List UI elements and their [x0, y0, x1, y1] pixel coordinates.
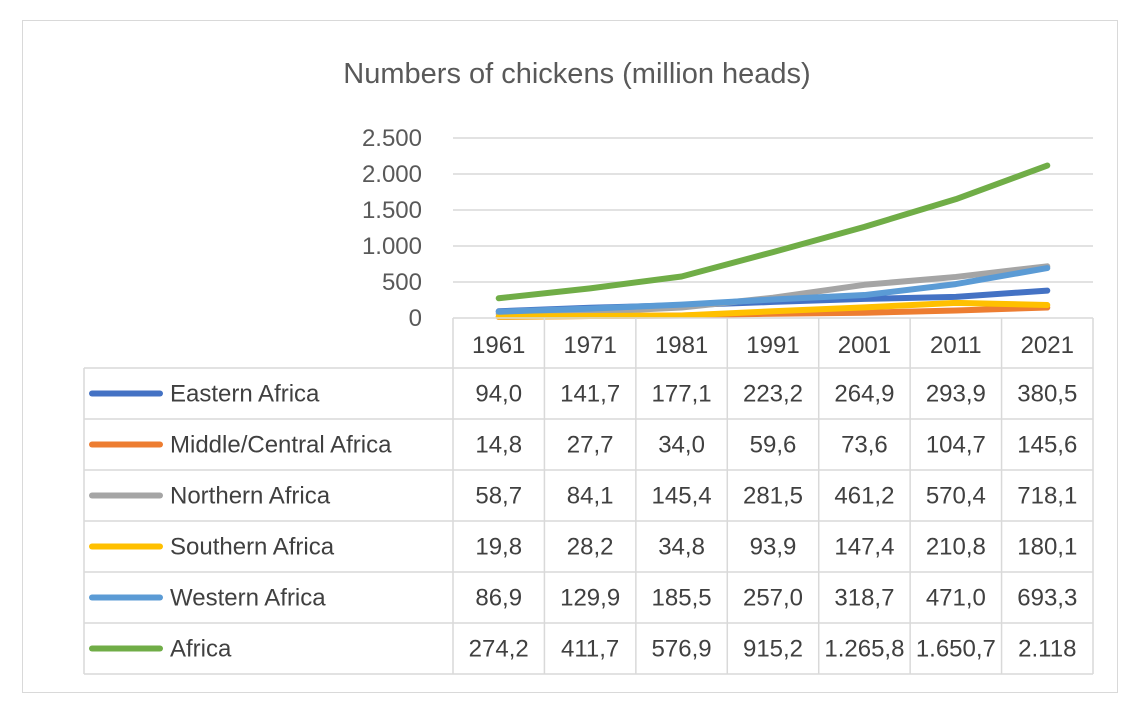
- data-label: 180,1: [1017, 534, 1077, 561]
- data-label: 718,1: [1017, 483, 1077, 510]
- data-label: 281,5: [743, 483, 803, 510]
- y-tick-label: 1.000: [362, 233, 422, 260]
- x-tick-label: 2021: [1021, 332, 1074, 359]
- gridlines: [453, 137, 1093, 283]
- x-tick-label: 2011: [930, 332, 982, 359]
- data-label: 145,4: [652, 483, 712, 510]
- y-tick-label: 2.500: [362, 125, 422, 152]
- data-label: 411,7: [561, 636, 619, 663]
- legend-entry: Western Africa: [170, 585, 326, 612]
- x-tick-label: 1981: [655, 332, 708, 359]
- chart-frame: [22, 20, 1118, 693]
- data-label: 73,6: [841, 432, 888, 459]
- data-label: 34,8: [658, 534, 705, 561]
- y-tick-label: 500: [382, 269, 422, 296]
- legend-entry: Africa: [170, 636, 232, 663]
- data-label: 94,0: [475, 381, 522, 408]
- data-label: 27,7: [567, 432, 614, 459]
- data-label: 264,9: [834, 381, 894, 408]
- x-tick-label: 1961: [472, 332, 525, 359]
- x-tick-label: 1991: [746, 332, 799, 359]
- data-label: 185,5: [652, 585, 712, 612]
- data-label: 145,6: [1017, 432, 1077, 459]
- y-tick-label: 1.500: [362, 197, 422, 224]
- y-tick-label: 2.000: [362, 161, 422, 188]
- data-label: 93,9: [750, 534, 797, 561]
- data-label: 86,9: [475, 585, 522, 612]
- chart-title: Numbers of chickens (million heads): [343, 58, 810, 90]
- data-label: 570,4: [926, 483, 986, 510]
- data-label: 1.650,7: [916, 636, 996, 663]
- data-table: 1961 1971 1981 1991 2001 2011 2021 Eastern Afri…: [83, 317, 1094, 675]
- data-label: 59,6: [750, 432, 797, 459]
- data-label: 141,7: [560, 381, 620, 408]
- data-label: 293,9: [926, 381, 986, 408]
- data-label: 28,2: [567, 534, 614, 561]
- data-label: 471,0: [926, 585, 986, 612]
- data-label: 1.265,8: [824, 636, 904, 663]
- data-label: 380,5: [1017, 381, 1077, 408]
- data-label: 461,2: [834, 483, 894, 510]
- data-label: 34,0: [658, 432, 705, 459]
- y-tick-label: 0: [409, 305, 422, 332]
- data-label: 58,7: [475, 483, 522, 510]
- x-tick-label: 1971: [563, 332, 616, 359]
- series-line-western-africa: [495, 265, 1051, 315]
- data-label: 223,2: [743, 381, 803, 408]
- x-tick-label: 2001: [838, 332, 891, 359]
- data-label: 177,1: [652, 381, 712, 408]
- data-label: 84,1: [567, 483, 614, 510]
- data-label: 19,8: [475, 534, 522, 561]
- y-axis-ticks: 0 500 1.000 1.500 2.000 2.500: [362, 125, 422, 332]
- data-label: 147,4: [834, 534, 894, 561]
- legend-entry: Southern Africa: [170, 534, 335, 561]
- legend-entry: Middle/Central Africa: [170, 432, 392, 459]
- data-label: 14,8: [475, 432, 522, 459]
- data-label: 318,7: [834, 585, 894, 612]
- legend-entry: Eastern Africa: [170, 381, 320, 408]
- data-label: 576,9: [652, 636, 712, 663]
- data-label: 129,9: [560, 585, 620, 612]
- data-label: 257,0: [743, 585, 803, 612]
- series-lines: [495, 162, 1051, 320]
- data-label: 693,3: [1017, 585, 1077, 612]
- legend-entry: Northern Africa: [170, 483, 331, 510]
- series-line-africa: [495, 162, 1051, 302]
- data-label: 104,7: [926, 432, 986, 459]
- data-label: 274,2: [469, 636, 529, 663]
- series-line-southern-africa: [495, 299, 1051, 320]
- data-label: 210,8: [926, 534, 986, 561]
- data-label: 915,2: [743, 636, 803, 663]
- data-label: 2.118: [1018, 636, 1076, 663]
